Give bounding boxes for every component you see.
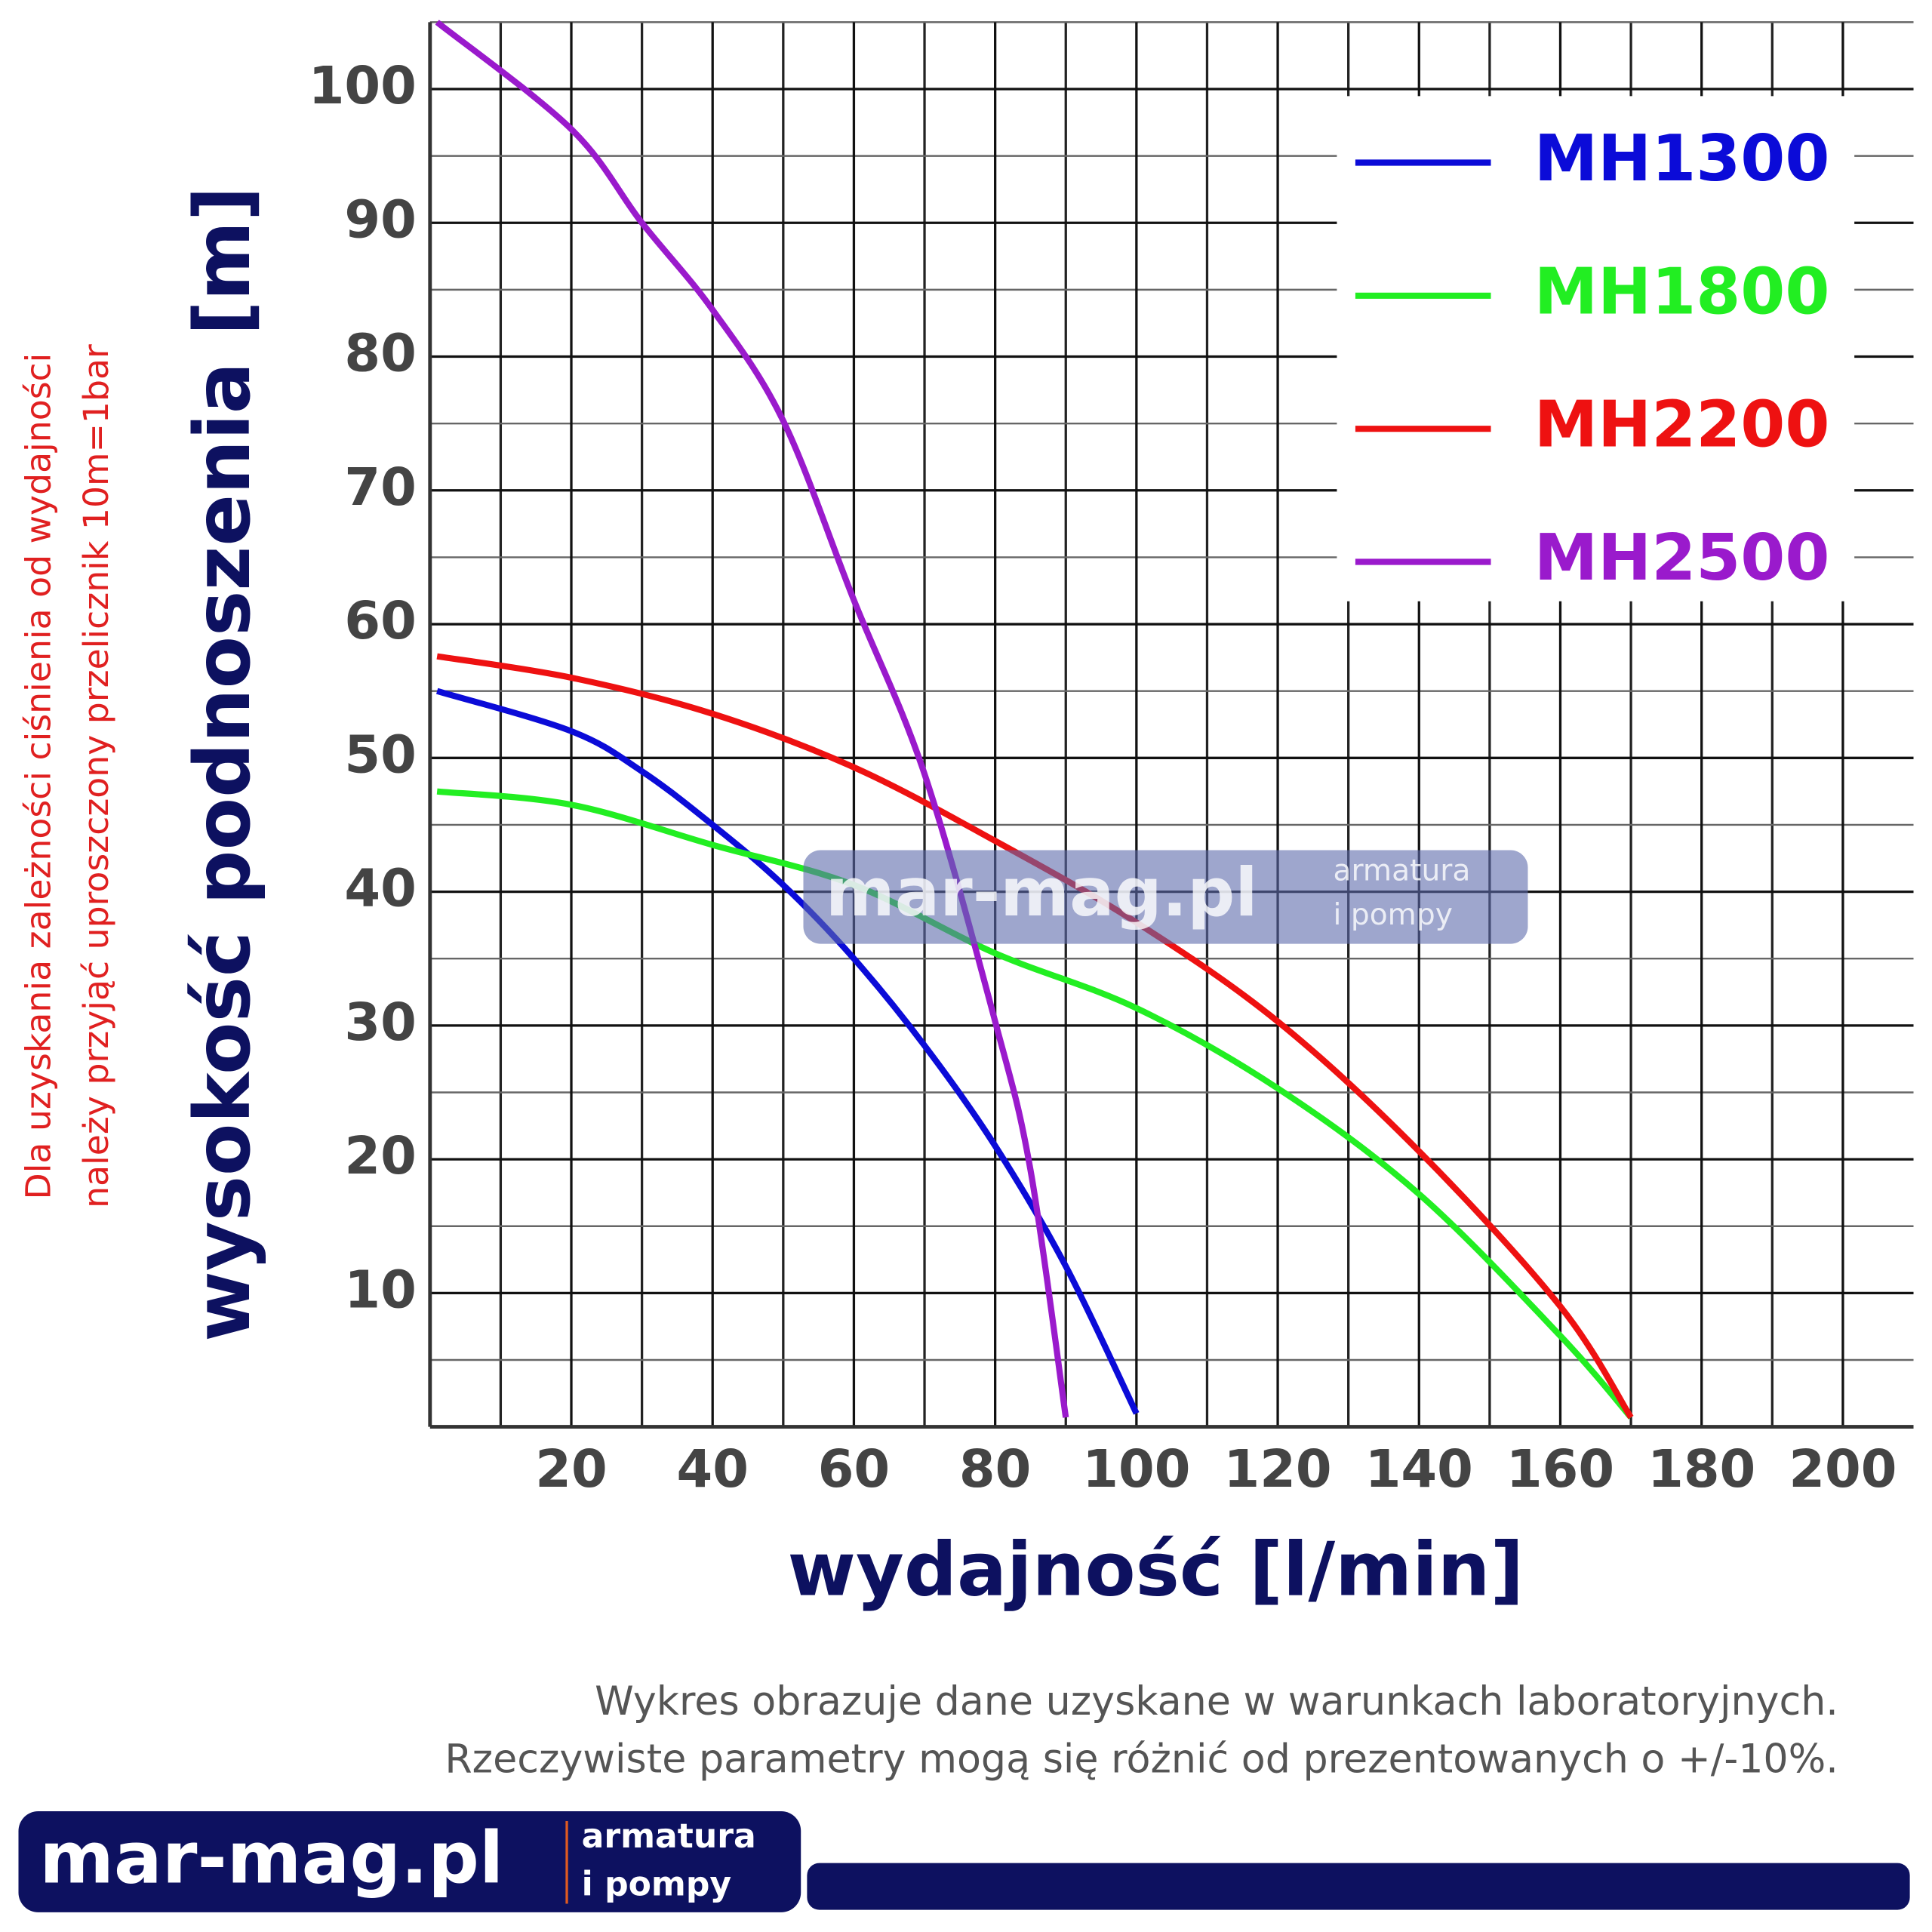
- y-tick-label: 40: [344, 859, 416, 919]
- footnote: Wykres obrazuje dane uzyskane w warunkac…: [595, 1679, 1838, 1724]
- y-tick-label: 30: [344, 992, 416, 1053]
- x-tick-label: 180: [1647, 1439, 1755, 1500]
- watermark-box: [803, 850, 1528, 944]
- x-tick-label: 40: [677, 1439, 749, 1500]
- y-tick-label: 90: [344, 189, 416, 250]
- legend-label: MH2500: [1534, 521, 1830, 595]
- x-axis-label: wydajność [l/min]: [788, 1527, 1524, 1613]
- watermark-name: mar-mag.pl: [826, 854, 1258, 931]
- watermark-tagline: armatura: [1334, 854, 1471, 888]
- watermark-tagline: i pompy: [1334, 898, 1453, 932]
- x-tick-label: 160: [1506, 1439, 1614, 1500]
- y-axis-label: wysokość podnoszenia [m]: [178, 186, 267, 1342]
- grid: 20 40 60 80 100 120 140 160 180 200 10 20 30 40 50 60 70…: [309, 21, 1914, 1500]
- logo-tagline: i pompy: [582, 1866, 732, 1904]
- logo-name: mar-mag.pl: [39, 1817, 503, 1900]
- x-tick-label: 80: [959, 1439, 1031, 1500]
- y-tick-label: 20: [344, 1126, 416, 1186]
- y-tick-label: 50: [344, 724, 416, 785]
- y-tick-label: 60: [344, 591, 416, 651]
- x-tick-label: 140: [1365, 1439, 1473, 1500]
- y-tick-label: 70: [344, 457, 416, 518]
- y-tick-label: 80: [344, 324, 416, 384]
- legend-label: MH1800: [1534, 254, 1830, 329]
- x-tick-label: 60: [818, 1439, 890, 1500]
- legend-label: MH2200: [1534, 388, 1830, 463]
- x-tick-label: 20: [535, 1439, 607, 1500]
- series-line: [436, 653, 1634, 1420]
- y-tick-label: 100: [309, 56, 417, 116]
- legend: MH1300 MH1800 MH2200 MH2500: [1337, 96, 1855, 601]
- x-tick-label: 200: [1789, 1439, 1897, 1500]
- side-note: Dla uzyskania zależności ciśnienia od wy…: [18, 353, 58, 1200]
- footer-bar: [807, 1863, 1910, 1910]
- series-line: [435, 20, 1069, 1418]
- legend-label: MH1300: [1534, 122, 1830, 196]
- series-line: [436, 788, 1634, 1420]
- y-tick-label: 10: [344, 1260, 416, 1320]
- x-tick-label: 100: [1082, 1439, 1190, 1500]
- side-note: należy przyjąć uproszczony przelicznik 1…: [76, 344, 116, 1208]
- footnote: Rzeczywiste parametry mogą się różnić od…: [445, 1737, 1838, 1783]
- x-tick-label: 120: [1223, 1439, 1331, 1500]
- legend-box: [1337, 96, 1855, 601]
- logo-tagline: armatura: [582, 1817, 756, 1856]
- logo-box: [18, 1811, 801, 1912]
